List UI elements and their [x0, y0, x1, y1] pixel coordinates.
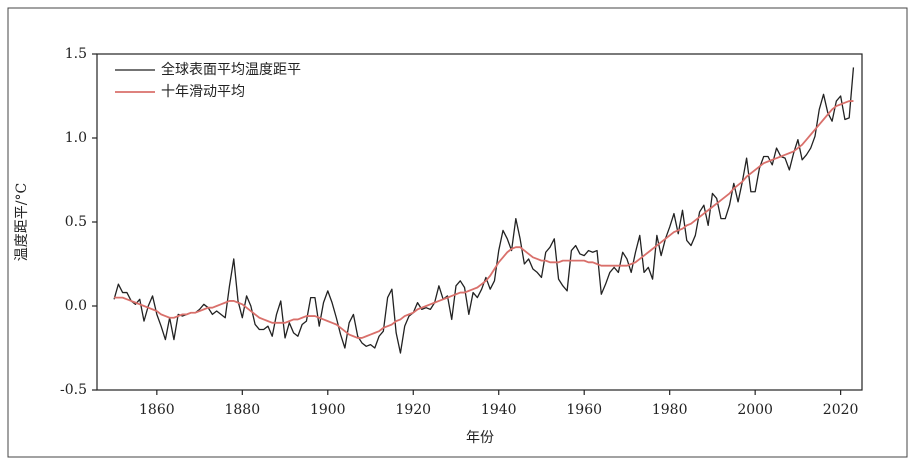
frame [7, 7, 908, 458]
x-axis-label: 年份 [466, 430, 494, 446]
y-tick-label: 1.5 [65, 46, 87, 62]
x-tick-label: 1880 [224, 402, 260, 418]
x-tick-label: 1980 [652, 402, 688, 418]
legend-label: 十年滑动平均 [161, 83, 245, 100]
x-tick-label: 1920 [395, 402, 431, 418]
x-tick-label: 1960 [566, 402, 602, 418]
x-tick-label: 2000 [737, 402, 773, 418]
legend-label: 全球表面平均温度距平 [161, 61, 301, 78]
x-tick-label: 1860 [139, 402, 175, 418]
x-tick-label: 2020 [823, 402, 859, 418]
x-tick-label: 1940 [481, 402, 517, 418]
y-tick-label: -0.5 [60, 382, 87, 398]
y-tick-label: 1.0 [65, 130, 87, 146]
y-axis-label: 温度距平/°C [14, 183, 30, 261]
series-line [114, 100, 854, 339]
x-tick-label: 1900 [310, 402, 346, 418]
y-tick-label: 0.0 [65, 298, 87, 314]
y-tick-label: 0.5 [65, 214, 87, 230]
